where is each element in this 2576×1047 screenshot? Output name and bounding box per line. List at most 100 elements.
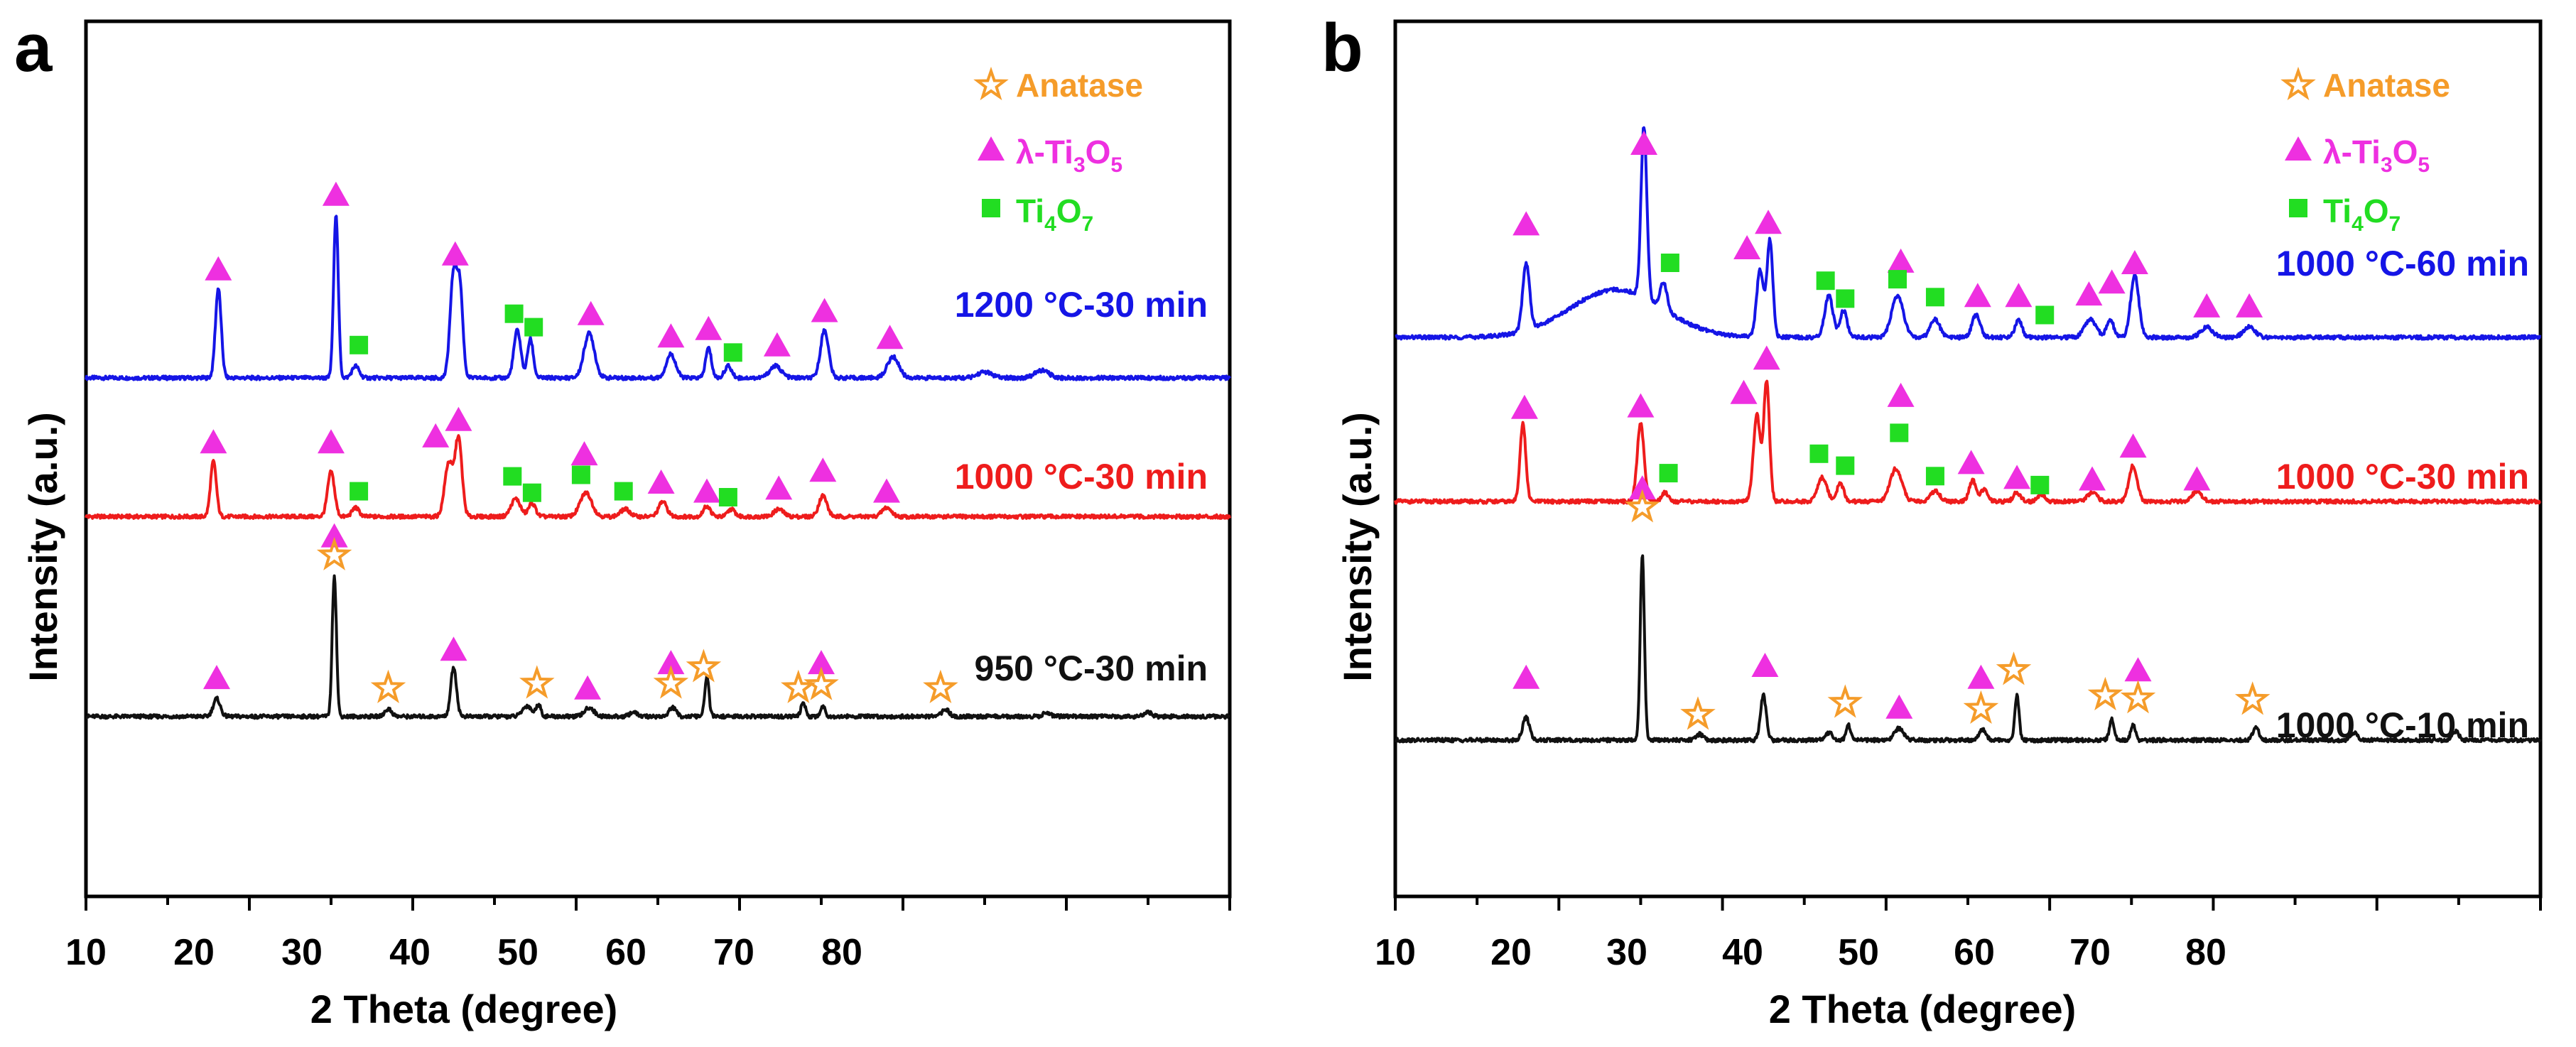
square-marker <box>1660 254 1679 272</box>
star-marker <box>370 669 406 703</box>
panel-letter: a <box>14 10 53 86</box>
triangle-marker <box>318 429 345 454</box>
square-marker <box>982 199 1000 217</box>
x-tick-label: 40 <box>389 932 431 973</box>
square-marker <box>2289 199 2307 217</box>
triangle-marker <box>1885 694 1913 719</box>
triangle-marker <box>657 650 685 675</box>
x-tick-labels: 10 20 30 40 50 60 70 80 <box>65 932 862 973</box>
triangle-marker <box>2079 466 2106 491</box>
star-marker <box>519 665 555 699</box>
square-marker <box>1836 289 1855 308</box>
square-marker <box>503 467 522 486</box>
x-axis-title: 2 Theta (degree) <box>1769 987 2077 1031</box>
series <box>85 523 1231 720</box>
series-line <box>85 574 1231 720</box>
triangle-marker <box>2075 281 2103 306</box>
triangle-marker <box>1964 283 1991 308</box>
triangle-marker <box>1627 393 1655 418</box>
x-tick-label: 70 <box>2069 932 2111 973</box>
y-axis-title: Intensity (a.u.) <box>21 412 65 682</box>
square-marker <box>1925 288 1944 307</box>
star-marker <box>973 66 1009 101</box>
legend-ti4o7: Ti4O7 <box>1016 192 1093 236</box>
triangle-marker <box>811 298 838 322</box>
triangle-marker <box>1512 211 1540 236</box>
star-marker <box>653 665 689 699</box>
star-marker <box>2087 676 2123 711</box>
triangle-marker <box>2119 433 2147 458</box>
triangle-marker <box>1730 379 1758 404</box>
triangle-marker <box>440 636 467 661</box>
triangle-marker <box>693 478 720 503</box>
star-marker <box>1624 489 1660 523</box>
triangle-marker <box>876 325 904 349</box>
x-tick-label: 10 <box>65 932 107 973</box>
triangle-marker <box>1755 210 1782 234</box>
triangle-marker <box>695 315 723 340</box>
triangle-marker <box>765 475 793 500</box>
triangle-marker <box>647 470 675 494</box>
triangle-marker <box>445 406 472 431</box>
triangle-marker <box>205 256 232 281</box>
x-tick-label: 50 <box>497 932 539 973</box>
triangle-marker <box>2285 136 2312 161</box>
series-label: 1000 °C-30 min <box>2276 457 2529 497</box>
square-marker <box>1925 467 1944 486</box>
triangle-marker <box>809 457 837 482</box>
triangle-marker <box>574 675 602 700</box>
triangle-marker <box>200 429 227 454</box>
star-marker <box>686 649 722 683</box>
x-tick-label: 30 <box>1606 932 1647 973</box>
triangle-marker <box>1957 450 1985 474</box>
x-tick-label: 80 <box>821 932 862 973</box>
series <box>1394 475 2542 744</box>
square-marker <box>1816 271 1835 291</box>
triangle-marker <box>1887 248 1915 273</box>
series <box>85 181 1231 381</box>
legend-anatase: Anatase <box>2323 67 2450 104</box>
x-tick-label: 30 <box>281 932 323 973</box>
series-label: 1000 °C-60 min <box>2276 244 2529 283</box>
square-marker <box>524 318 543 337</box>
square-marker <box>504 304 524 323</box>
x-tick-label: 20 <box>173 932 215 973</box>
triangle-marker <box>1630 131 1658 155</box>
x-axis-title: 2 Theta (degree) <box>310 987 618 1031</box>
series-label: 1000 °C-30 min <box>955 457 1208 497</box>
triangle-marker <box>1512 664 1540 689</box>
triangle-marker <box>441 241 469 266</box>
legend-ti3o5: λ-Ti3O5 <box>1016 134 1122 177</box>
star-marker <box>781 669 816 703</box>
triangle-marker <box>577 300 605 325</box>
legend: Anatase λ-Ti3O5 Ti4O7 <box>2323 67 2450 236</box>
x-tick-label: 60 <box>1954 932 1995 973</box>
series <box>1394 126 2542 341</box>
star-marker <box>316 536 352 571</box>
star-marker <box>923 669 958 703</box>
square-marker <box>2030 475 2050 494</box>
triangle-marker <box>1751 653 1779 677</box>
triangle-marker <box>1510 394 1538 419</box>
triangle-marker <box>2193 293 2221 318</box>
triangle-marker <box>422 423 450 447</box>
series-line <box>85 434 1231 520</box>
triangle-marker <box>808 650 835 675</box>
y-axis-title: Intensity (a.u.) <box>1335 412 1380 682</box>
square-marker <box>1890 423 1909 443</box>
series <box>1394 345 2542 505</box>
triangle-marker <box>2121 250 2148 274</box>
series-labels: 1000 °C-60 min 1000 °C-30 min 1000 °C-10… <box>2276 244 2529 745</box>
triangle-marker <box>2098 269 2126 294</box>
panel-b: b Intensity (a.u.) 2 Theta (degree) 10 2… <box>1321 10 2543 1031</box>
triangle-marker <box>978 136 1005 161</box>
star-marker <box>1963 690 1999 725</box>
x-tick-labels: 10 20 30 40 50 60 70 80 <box>1375 932 2226 973</box>
legend: Anatase λ-Ti3O5 Ti4O7 <box>1016 67 1143 236</box>
square-marker <box>522 483 541 502</box>
square-marker <box>1888 270 1907 289</box>
triangle-marker <box>2236 293 2263 318</box>
square-marker <box>718 488 737 506</box>
triangle-marker <box>1628 475 1656 500</box>
